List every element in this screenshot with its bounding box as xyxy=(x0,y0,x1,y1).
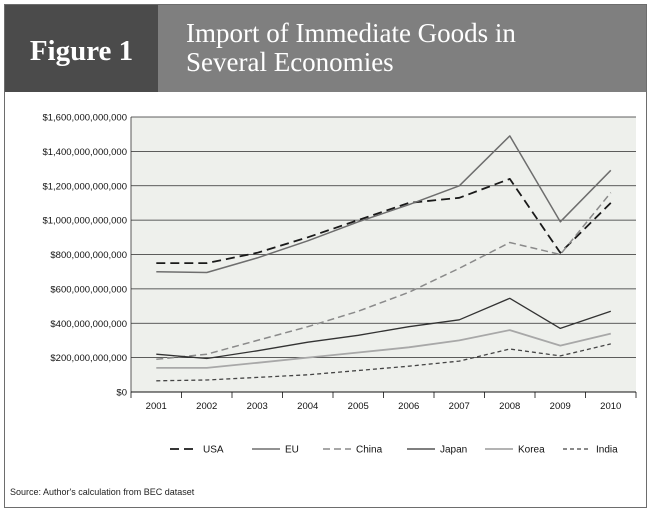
x-tick-label: 2007 xyxy=(449,401,470,412)
y-tick-label: $1,600,000,000,000 xyxy=(42,113,127,124)
figure-label: Figure 1 xyxy=(5,5,158,92)
x-tick-label: 2005 xyxy=(348,401,369,412)
figure-frame: Figure 1 Import of Immediate Goods in Se… xyxy=(4,4,647,508)
series-line-japan xyxy=(156,297,612,360)
legend-label-korea: Korea xyxy=(518,445,545,456)
x-tick-label: 2009 xyxy=(550,401,571,412)
y-tick-label: $1,200,000,000,000 xyxy=(42,181,127,192)
x-tick-label: 2006 xyxy=(398,401,419,412)
legend-label-india: India xyxy=(596,445,618,456)
figure-header: Figure 1 Import of Immediate Goods in Se… xyxy=(5,5,646,92)
legend-label-eu: EU xyxy=(285,445,299,456)
legend-label-china: China xyxy=(356,445,383,456)
line-chart: $0 $200,000,000,000 $400,000,000,000 $600,0… xyxy=(42,113,637,456)
series-line-india xyxy=(156,343,611,382)
x-tick-label: 2008 xyxy=(499,401,520,412)
x-tick-label: 2010 xyxy=(600,401,621,412)
x-tick-label: 2004 xyxy=(297,401,318,412)
series-line-eu xyxy=(156,135,612,274)
y-tick-label: $0 xyxy=(116,388,127,399)
figure-title: Import of Immediate Goods in Several Eco… xyxy=(158,5,646,92)
series-line-korea xyxy=(156,329,612,369)
series-line-usa xyxy=(156,177,612,265)
x-tick-label: 2002 xyxy=(196,401,217,412)
y-tick-label: $400,000,000,000 xyxy=(50,319,127,330)
y-tick-label: $200,000,000,000 xyxy=(50,353,127,364)
figure-title-line-1: Import of Immediate Goods in xyxy=(186,18,516,48)
legend-label-usa: USA xyxy=(203,445,224,456)
source-note: Source: Author's calculation from BEC da… xyxy=(10,487,195,497)
figure-title-line-2: Several Economies xyxy=(186,47,394,77)
y-tick-label: $1,000,000,000,000 xyxy=(42,216,127,227)
y-tick-label: $1,400,000,000,000 xyxy=(42,147,127,158)
y-tick-label: $800,000,000,000 xyxy=(50,250,127,261)
y-tick-label: $600,000,000,000 xyxy=(50,284,127,295)
x-tick-label: 2001 xyxy=(146,401,167,412)
x-tick-label: 2003 xyxy=(247,401,268,412)
legend-label-japan: Japan xyxy=(440,445,467,456)
series-line-china xyxy=(156,192,612,361)
